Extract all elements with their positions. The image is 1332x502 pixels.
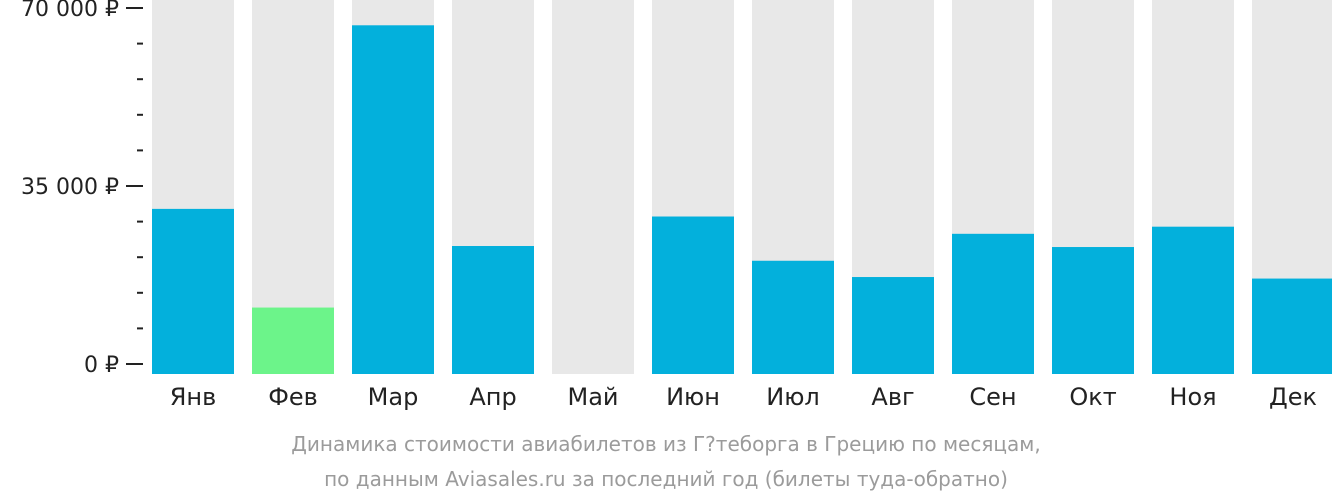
x-tick-label: Май	[567, 383, 618, 411]
bar-4	[452, 246, 534, 374]
x-tick-label: Окт	[1069, 383, 1116, 411]
bar-6	[652, 216, 734, 374]
y-axis: 0 ₽ 35 000 ₽ 70 000 ₽	[21, 0, 143, 378]
x-tick-label: Дек	[1269, 383, 1317, 411]
bar-1	[152, 208, 234, 374]
bar-8	[852, 277, 934, 374]
y-tick-label: 0 ₽	[84, 353, 119, 378]
bar-3	[352, 25, 434, 374]
x-tick-label: Апр	[469, 383, 516, 411]
x-axis-labels: Янв Фев Мар Апр Май Июн Июл Авг Сен Окт Ноя Дек	[170, 383, 1317, 411]
x-tick-label: Ноя	[1169, 383, 1216, 411]
bars	[152, 25, 1332, 374]
x-tick-label: Янв	[170, 383, 217, 411]
bar-7	[752, 260, 834, 374]
x-tick-label: Сен	[969, 383, 1016, 411]
x-tick-label: Июн	[666, 383, 720, 411]
bar-10	[1052, 247, 1134, 374]
x-tick-label: Мар	[368, 383, 419, 411]
bar-12	[1252, 278, 1332, 374]
y-tick-label: 70 000 ₽	[21, 0, 119, 22]
chart-caption-line-1: Динамика стоимости авиабилетов из Г?тебо…	[291, 432, 1041, 456]
x-tick-label: Июл	[766, 383, 820, 411]
price-bar-chart: 0 ₽ 35 000 ₽ 70 000 ₽ Янв Фев Мар Апр Май Июн Ию…	[21, 0, 1332, 411]
x-tick-label: Фев	[268, 383, 318, 411]
bar-11	[1152, 226, 1234, 374]
bar-9	[952, 233, 1034, 374]
chart-caption-line-2: по данным Aviasales.ru за последний год …	[324, 467, 1008, 491]
bar-2	[252, 307, 334, 374]
bar-background	[552, 0, 634, 374]
x-tick-label: Авг	[871, 383, 914, 411]
y-tick-label: 35 000 ₽	[21, 175, 119, 200]
